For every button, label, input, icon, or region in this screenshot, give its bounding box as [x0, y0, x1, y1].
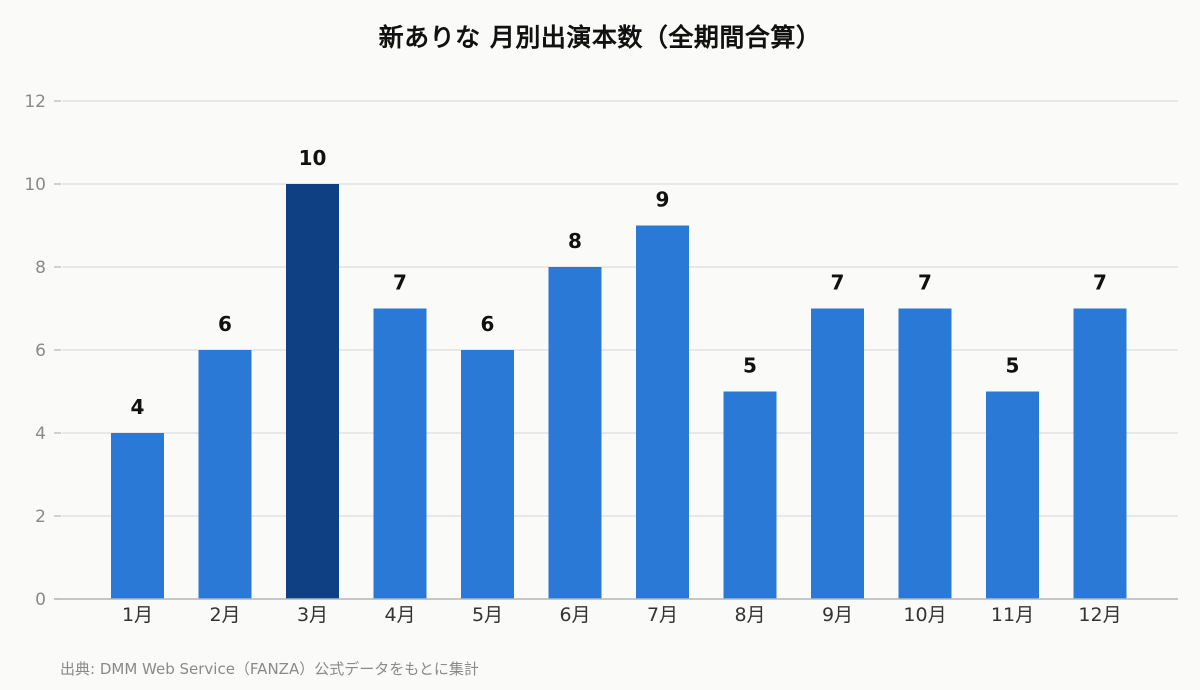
- y-tick-label: 6: [35, 341, 46, 361]
- y-tick-label: 0: [35, 590, 46, 610]
- bar-value-label: 5: [1006, 354, 1020, 378]
- x-tick-label: 2月: [209, 604, 240, 626]
- bar: [373, 308, 427, 599]
- x-tick-label: 4月: [384, 604, 415, 626]
- x-tick-label: 8月: [734, 604, 765, 626]
- bar: [461, 350, 514, 599]
- bar: [1073, 308, 1127, 599]
- bar: [986, 391, 1039, 599]
- bar-value-label: 4: [131, 395, 145, 419]
- x-tick-label: 1月: [122, 604, 153, 626]
- y-tick-label: 8: [35, 258, 46, 278]
- y-tick-label: 4: [35, 424, 46, 444]
- source-note: 出典: DMM Web Service（FANZA）公式データをもとに集計: [60, 660, 479, 678]
- x-tick-label: 10月: [903, 604, 946, 626]
- bar: [723, 391, 777, 599]
- bar-value-label: 8: [568, 229, 582, 253]
- bar: [636, 225, 689, 599]
- x-tick-label: 11月: [991, 604, 1034, 626]
- bar-value-label: 7: [1093, 271, 1107, 295]
- bar: [111, 433, 164, 599]
- bar: [898, 308, 952, 599]
- y-tick-label: 10: [24, 175, 46, 195]
- bar-value-label: 7: [393, 271, 407, 295]
- bar: [198, 350, 252, 599]
- chart-title: 新ありな 月別出演本数（全期間合算）: [378, 23, 822, 52]
- bar: [286, 184, 339, 599]
- bar: [811, 308, 864, 599]
- y-tick-label: 12: [24, 92, 46, 112]
- bar-value-label: 10: [299, 146, 327, 170]
- x-tick-label: 12月: [1078, 604, 1121, 626]
- bar-value-label: 7: [831, 271, 845, 295]
- x-tick-label: 6月: [559, 604, 590, 626]
- bar-value-label: 9: [656, 188, 670, 212]
- x-tick-label: 3月: [297, 604, 328, 626]
- bar-value-label: 5: [743, 354, 757, 378]
- x-tick-label: 7月: [647, 604, 678, 626]
- y-tick-label: 2: [35, 507, 46, 527]
- bar-value-label: 6: [218, 312, 232, 336]
- bar: [548, 267, 602, 599]
- x-tick-label: 9月: [822, 604, 853, 626]
- bar-value-label: 6: [481, 312, 495, 336]
- x-tick-label: 5月: [472, 604, 503, 626]
- bar-value-label: 7: [918, 271, 932, 295]
